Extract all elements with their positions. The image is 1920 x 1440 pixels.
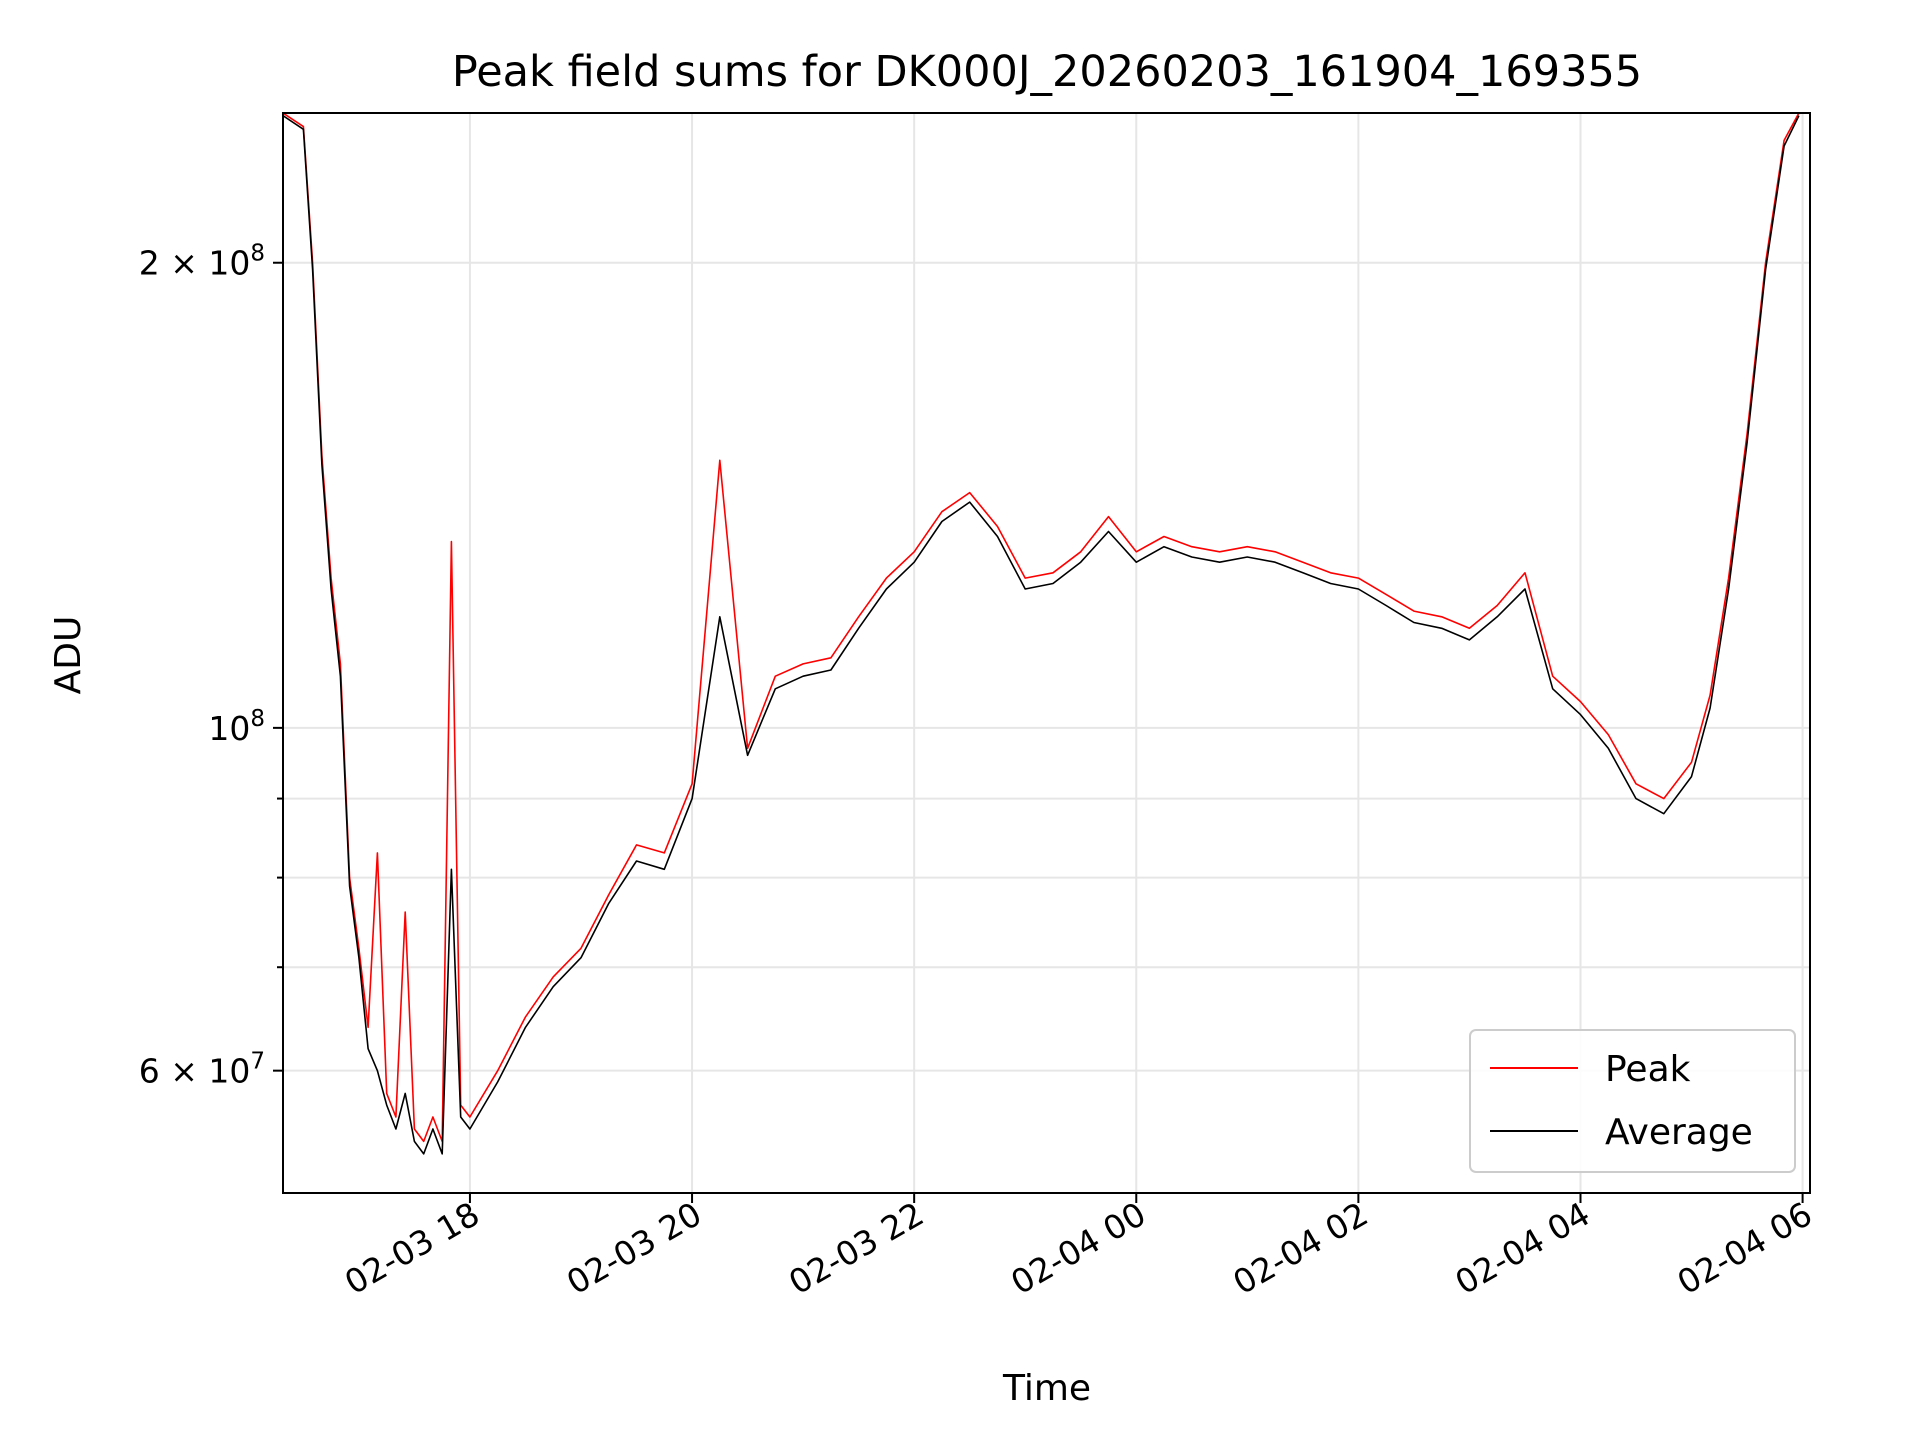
y-tick-label: 6 × 107 xyxy=(139,1049,265,1091)
chart-title: Peak field sums for DK000J_20260203_1619… xyxy=(452,47,1642,97)
series-line-average xyxy=(283,115,1800,1155)
legend-box xyxy=(1469,1029,1796,1173)
legend-average-label: Average xyxy=(1605,1112,1753,1153)
plot-area xyxy=(283,113,1800,1155)
grid xyxy=(283,113,1810,1193)
x-axis-label: Time xyxy=(1002,1368,1091,1409)
legend-peak-label: Peak xyxy=(1605,1049,1691,1090)
plot-frame xyxy=(282,112,1811,1194)
y-axis-label: ADU xyxy=(48,616,89,695)
y-tick-label: 108 xyxy=(208,706,265,748)
series-line-peak xyxy=(283,113,1800,1143)
legend: Peak Average xyxy=(1469,1029,1796,1173)
y-tick-label: 2 × 108 xyxy=(139,241,265,283)
